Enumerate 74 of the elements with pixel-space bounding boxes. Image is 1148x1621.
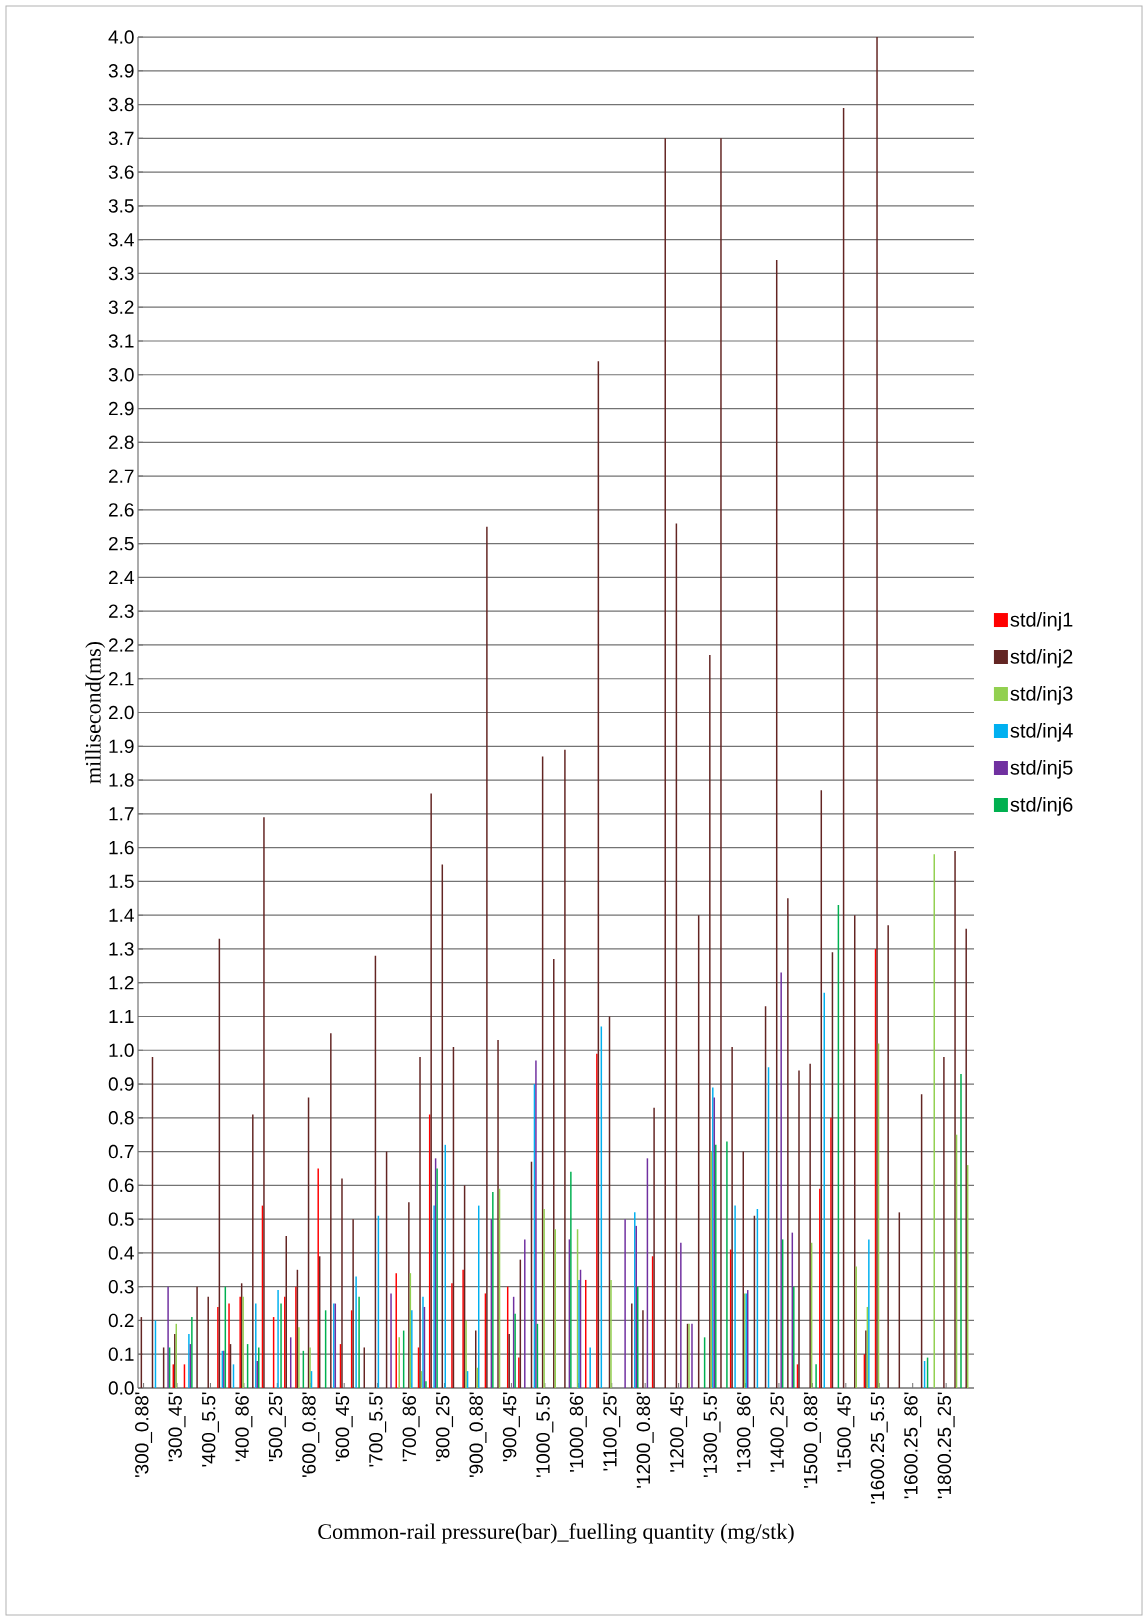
x-tick-label: '1000_5.5' xyxy=(536,1392,554,1478)
x-tick-label: '1500_0.88' xyxy=(803,1392,821,1488)
y-tick-label: 3.2 xyxy=(108,300,134,314)
x-tick-label: '300_0.88' xyxy=(135,1392,153,1478)
legend-label: std/inj1 xyxy=(1010,612,1073,631)
y-tick-label: 3.4 xyxy=(108,232,134,247)
y-tick-label: 1.2 xyxy=(109,976,134,990)
x-tick-label: '1800.25_25' xyxy=(937,1392,955,1499)
y-tick-label: 1.8 xyxy=(109,773,134,787)
x-tick-label: '700_86' xyxy=(402,1392,420,1462)
y-tick-label: 2.2 xyxy=(109,638,134,652)
x-tick-label: '400_5.5' xyxy=(201,1392,219,1467)
x-tick-label: '500_25' xyxy=(268,1392,286,1462)
x-tick-label: '1200_45' xyxy=(670,1392,688,1472)
y-axis-title: millisecond(ms) xyxy=(85,641,106,784)
legend-label: std/inj5 xyxy=(1010,760,1073,779)
x-tick-label: '900_0.88' xyxy=(469,1392,487,1478)
y-tick-label: 1.1 xyxy=(109,1009,134,1024)
y-tick-label: 0.6 xyxy=(108,1178,134,1193)
legend-label: std/inj3 xyxy=(1010,686,1073,705)
y-tick-label: 1.0 xyxy=(109,1043,134,1057)
x-tick-label: '600_0.88' xyxy=(302,1392,320,1478)
y-tick-label: 0.7 xyxy=(108,1144,134,1159)
x-tick-label: '1100_25' xyxy=(603,1392,621,1471)
x-tick-label: '900_45' xyxy=(502,1392,520,1462)
y-tick-label: 0.0 xyxy=(108,1381,134,1395)
y-tick-label: 0.1 xyxy=(108,1347,134,1361)
y-tick-label: 1.7 xyxy=(109,807,134,821)
y-tick-label: 1.6 xyxy=(109,840,134,855)
y-tick-label: 0.2 xyxy=(108,1313,134,1328)
x-tick-label: '1500_45' xyxy=(837,1392,855,1472)
y-tick-label: 2.6 xyxy=(109,503,134,517)
y-tick-label: 3.8 xyxy=(108,97,134,112)
legend-label: std/inj4 xyxy=(1010,723,1073,742)
y-tick-label: 3.9 xyxy=(108,64,134,78)
x-tick-label: '1300_5.5' xyxy=(703,1392,721,1478)
y-tick-label: 2.1 xyxy=(109,672,134,686)
x-axis-title: Common-rail pressure(bar)_fuelling quantity (mg/stk) xyxy=(318,1523,794,1544)
x-tick-label: '1300_86' xyxy=(736,1392,755,1472)
y-tick-label: 2.9 xyxy=(109,401,134,416)
y-tick-label: 3.6 xyxy=(108,165,134,179)
y-tick-label: 1.3 xyxy=(109,942,134,956)
x-tick-label: '800_25' xyxy=(436,1392,454,1462)
y-tick-label: 3.0 xyxy=(108,368,134,382)
y-tick-label: 2.8 xyxy=(109,435,134,450)
y-tick-label: 0.9 xyxy=(108,1077,134,1091)
y-tick-label: 2.7 xyxy=(109,469,134,483)
legend-label: std/inj6 xyxy=(1010,797,1073,816)
y-tick-label: 1.4 xyxy=(109,908,134,922)
y-tick-label: 3.3 xyxy=(108,266,134,281)
y-tick-label: 2.3 xyxy=(109,604,134,618)
y-tick-label: 3.1 xyxy=(108,334,134,348)
y-tick-label: 0.4 xyxy=(108,1246,134,1260)
x-tick-label: '1000_86' xyxy=(569,1392,587,1472)
y-tick-label: 0.8 xyxy=(108,1111,134,1125)
x-tick-label: '1400_25' xyxy=(770,1392,788,1472)
x-tick-label: '600_45' xyxy=(335,1392,353,1462)
y-tick-label: 3.5 xyxy=(108,199,134,213)
y-tick-label: 2.0 xyxy=(109,705,134,720)
x-tick-label: '1600.25_5.5' xyxy=(870,1392,888,1504)
y-tick-label: 4.0 xyxy=(108,30,134,44)
legend-label: std/inj2 xyxy=(1010,649,1073,668)
y-tick-label: 0.5 xyxy=(108,1212,134,1226)
x-tick-label: '700_5.5' xyxy=(369,1392,387,1467)
y-tick-label: 1.5 xyxy=(109,874,134,889)
y-tick-label: 2.5 xyxy=(109,536,134,551)
y-tick-label: 3.7 xyxy=(108,131,134,146)
x-tick-label: '400_86' xyxy=(235,1392,253,1462)
x-tick-label: '1600.25_86' xyxy=(904,1392,922,1499)
y-tick-label: 0.3 xyxy=(108,1279,134,1294)
y-tick-label: 2.4 xyxy=(109,570,134,585)
y-tick-label: 1.9 xyxy=(109,739,134,754)
x-tick-label: '1200_0.88' xyxy=(636,1392,654,1488)
x-tick-label: '300_45' xyxy=(168,1392,186,1462)
